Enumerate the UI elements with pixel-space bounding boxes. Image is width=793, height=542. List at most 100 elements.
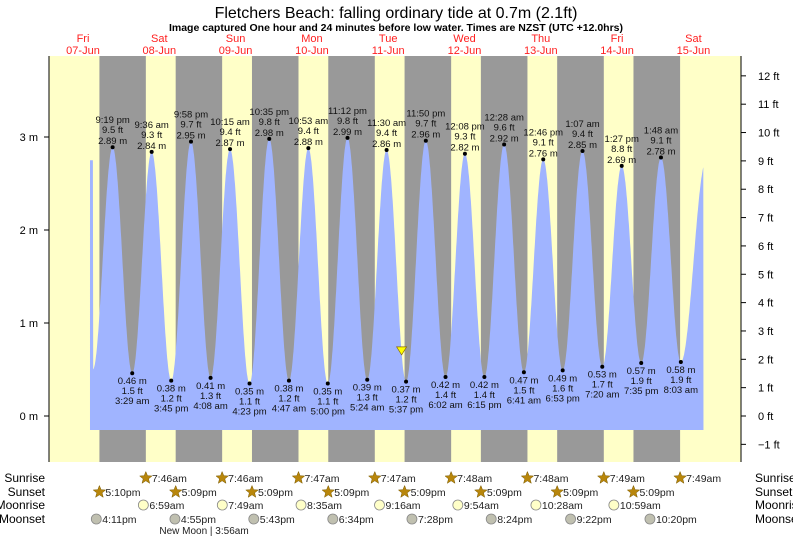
low-tide-m: 0.46 m xyxy=(118,376,147,387)
high-tide-m: 2.82 m xyxy=(450,143,479,154)
low-tide-point xyxy=(286,378,291,383)
high-tide-m: 2.69 m xyxy=(607,155,636,166)
right-axis-tick-label: 2 ft xyxy=(758,354,773,366)
low-tide-point xyxy=(678,360,683,365)
low-tide-ft: 1.1 ft xyxy=(317,396,338,407)
sunrise-time: 7:48am xyxy=(533,473,568,485)
moonset-time: 7:28pm xyxy=(418,514,453,526)
low-tide-m: 0.53 m xyxy=(588,370,617,381)
right-axis-tick-label: 5 ft xyxy=(758,269,773,281)
high-tide-time: 1:27 pm xyxy=(605,134,639,145)
sunrise-icon xyxy=(673,470,687,484)
high-tide-m: 2.89 m xyxy=(98,136,127,147)
sunrise-time: 7:46am xyxy=(228,473,263,485)
sunset-time: 5:10pm xyxy=(105,487,140,499)
sunset-row-label: Sunset xyxy=(8,485,46,499)
low-tide-ft: 1.1 ft xyxy=(239,396,260,407)
sunset-row-label-right: Sunset xyxy=(755,485,793,499)
low-tide-ft: 1.5 ft xyxy=(513,385,534,396)
low-tide-ft: 1.4 ft xyxy=(435,390,456,401)
sunrise-time: 7:46am xyxy=(152,473,187,485)
sunset-icon xyxy=(92,484,107,498)
high-tide-point xyxy=(345,135,350,140)
low-tide-m: 0.35 m xyxy=(235,386,264,397)
low-tide-ft: 1.6 ft xyxy=(552,383,573,394)
right-axis-tick-label: 7 ft xyxy=(758,213,773,225)
sunset-time: 5:09pm xyxy=(334,487,369,499)
low-tide-time: 5:00 pm xyxy=(311,406,345,417)
moonrise-icon xyxy=(608,499,620,511)
high-tide-ft: 9.4 ft xyxy=(376,128,397,139)
right-axis-tick-label: 1 ft xyxy=(758,383,773,395)
moonset-row-label: Moonset xyxy=(0,512,46,526)
high-tide-point xyxy=(306,146,311,151)
moonrise-icon xyxy=(452,499,464,511)
low-tide-m: 0.57 m xyxy=(627,366,656,377)
high-tide-point xyxy=(188,139,193,144)
right-axis-tick-label: 8 ft xyxy=(758,184,773,196)
low-tide-time: 4:47 am xyxy=(272,404,306,415)
sunrise-time: 7:48am xyxy=(457,473,492,485)
high-tide-m: 2.76 m xyxy=(529,148,558,159)
high-tide-m: 2.99 m xyxy=(333,127,362,138)
low-tide-m: 0.42 m xyxy=(431,380,460,391)
day-weekday-label: Thu xyxy=(531,33,550,45)
sunset-icon xyxy=(245,484,259,498)
right-axis-tick-label: −1 ft xyxy=(758,439,780,451)
low-tide-m: 0.41 m xyxy=(196,381,225,392)
high-tide-m: 2.88 m xyxy=(294,137,323,148)
high-tide-ft: 9.8 ft xyxy=(337,116,358,127)
right-axis-tick-label: 6 ft xyxy=(758,241,773,253)
sunset-time: 5:09pm xyxy=(563,487,598,499)
sunrise-row-label: Sunrise xyxy=(4,471,45,485)
high-tide-time: 12:46 pm xyxy=(523,127,563,138)
moonset-time: 9:22pm xyxy=(577,514,612,526)
sunset-time: 5:09pm xyxy=(182,487,217,499)
moonset-icon xyxy=(248,513,260,525)
low-tide-ft: 1.9 ft xyxy=(631,376,652,387)
high-tide-time: 10:53 am xyxy=(289,116,329,127)
day-date-label: 08-Jun xyxy=(142,45,176,57)
high-tide-point xyxy=(384,148,389,153)
low-tide-ft: 1.9 ft xyxy=(670,375,691,386)
day-weekday-label: Tue xyxy=(379,33,398,45)
day-weekday-label: Wed xyxy=(453,33,475,45)
low-tide-point xyxy=(169,378,174,383)
left-axis-tick-label: 0 m xyxy=(20,411,38,423)
low-tide-m: 0.39 m xyxy=(353,383,382,394)
sunset-icon xyxy=(474,484,488,498)
chart-subtitle: Image captured One hour and 24 minutes b… xyxy=(169,22,623,34)
high-tide-ft: 9.4 ft xyxy=(219,127,240,138)
moonrise-time: 7:49am xyxy=(228,500,263,512)
low-tide-time: 7:20 am xyxy=(585,390,619,401)
high-tide-ft: 9.3 ft xyxy=(141,130,162,141)
day-date-label: 11-Jun xyxy=(372,45,405,57)
high-tide-m: 2.96 m xyxy=(411,130,440,141)
moonrise-time: 10:59am xyxy=(620,500,661,512)
low-tide-ft: 1.2 ft xyxy=(395,395,416,406)
sunset-time: 5:09pm xyxy=(487,487,522,499)
astronomy-rows: Sunrise Sunrise 7:46am 7:46am 7:47am 7:47am 7:… xyxy=(0,470,793,537)
low-tide-ft: 1.5 ft xyxy=(122,386,143,397)
tide-area xyxy=(89,137,704,430)
day-weekday-label: Fri xyxy=(611,33,624,45)
low-tide-time: 5:37 pm xyxy=(389,405,423,416)
low-tide-point xyxy=(521,370,526,375)
moonset-icon xyxy=(406,513,418,525)
moonset-time: 4:11pm xyxy=(102,514,136,526)
high-tide-time: 9:58 pm xyxy=(174,110,208,121)
low-tide-m: 0.38 m xyxy=(274,384,303,395)
high-tide-time: 9:36 am xyxy=(135,120,169,131)
moonset-time: 10:20pm xyxy=(656,514,697,526)
high-tide-m: 2.98 m xyxy=(255,128,284,139)
sunrise-row-label-right: Sunrise xyxy=(755,471,793,485)
sunset-icon xyxy=(550,484,565,498)
day-weekday-label: Sat xyxy=(151,33,168,45)
low-tide-ft: 1.2 ft xyxy=(161,394,182,405)
day-date-label: 10-Jun xyxy=(295,45,329,57)
sunset-time: 5:09pm xyxy=(258,487,293,499)
sunrise-icon xyxy=(215,470,229,484)
moonrise-icon xyxy=(216,499,228,511)
low-tide-m: 0.49 m xyxy=(548,373,577,384)
moonrise-row-label-right: Moonrise xyxy=(755,498,793,512)
